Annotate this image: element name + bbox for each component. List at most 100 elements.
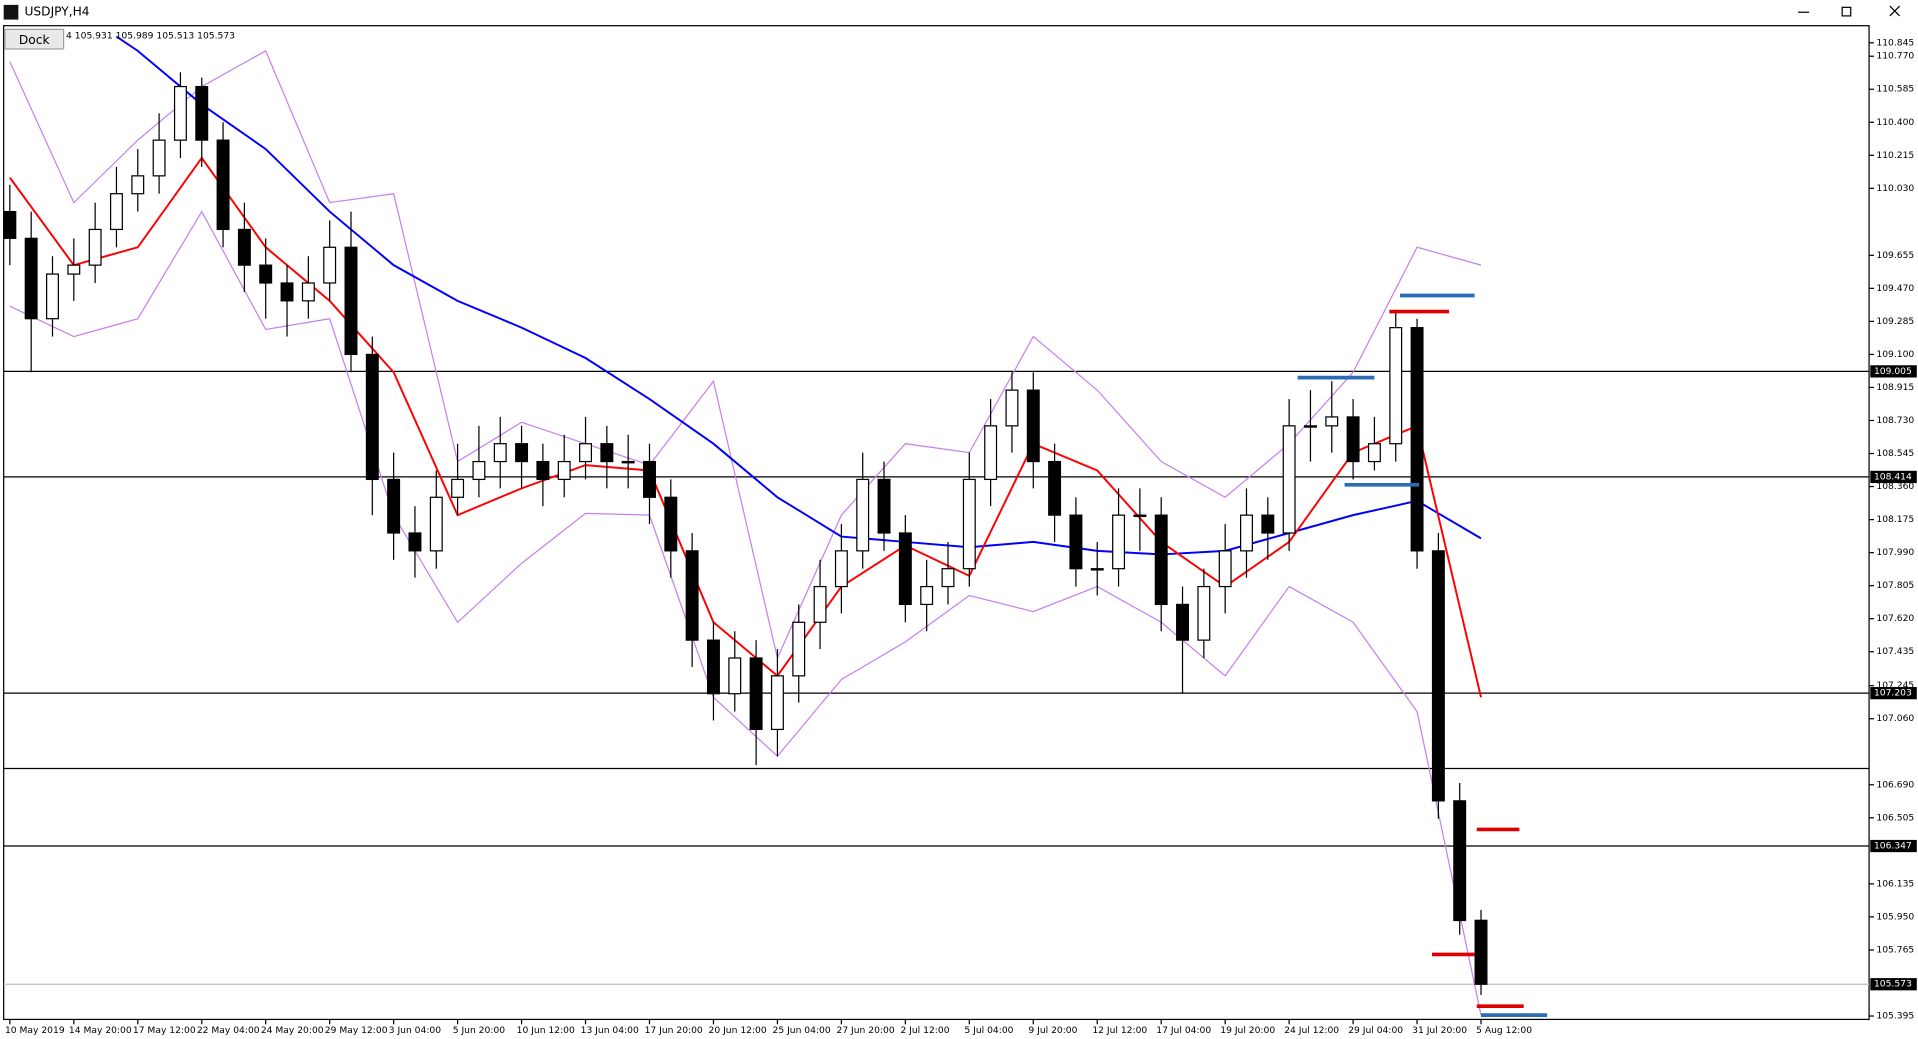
candle-body — [792, 621, 806, 677]
candle-body — [813, 585, 827, 623]
x-tick-label: 22 May 04:00 — [197, 1025, 260, 1036]
candle-body — [88, 228, 102, 266]
x-tick-label: 31 Jul 20:00 — [1412, 1025, 1467, 1036]
candle-body — [1005, 389, 1019, 427]
candle-body — [408, 532, 422, 552]
candle-body — [344, 246, 358, 356]
price-level-label: 105.573 — [1874, 979, 1912, 990]
candle-body — [643, 460, 656, 498]
candle-body — [1048, 460, 1062, 516]
candle-body — [301, 282, 315, 302]
x-tick-label: 9 Jul 20:00 — [1028, 1025, 1077, 1036]
candle-body — [131, 175, 145, 195]
candle-body — [67, 264, 81, 275]
y-tick-label: 109.470 — [1876, 283, 1914, 294]
ohlc-high: 105.989 — [116, 30, 154, 41]
candle-body — [472, 460, 486, 481]
y-tick-label: 110.845 — [1876, 37, 1914, 48]
x-tick-label: 19 Jul 20:00 — [1220, 1025, 1275, 1036]
price-level-tag — [1870, 978, 1917, 991]
candle-body — [1112, 514, 1126, 570]
candle-body — [1453, 800, 1467, 922]
y-tick-label: 109.100 — [1876, 349, 1914, 360]
price-level-tag — [1870, 470, 1917, 484]
x-tick-label: 17 Jun 20:00 — [645, 1025, 703, 1036]
candle-body — [664, 496, 678, 552]
candle-body — [3, 210, 17, 239]
candle-body — [621, 460, 635, 464]
y-tick-label: 107.990 — [1876, 547, 1914, 558]
y-tick-label: 107.245 — [1876, 680, 1914, 691]
candle-body — [365, 353, 379, 481]
x-tick-label: 12 Jul 12:00 — [1092, 1025, 1147, 1036]
indicator-line — [9, 49, 1482, 660]
price-level-tag — [1870, 365, 1917, 378]
x-tick-label: 13 Jun 04:00 — [581, 1025, 639, 1036]
candle-body — [1197, 585, 1211, 641]
candle-body — [557, 460, 571, 481]
candle-body — [237, 228, 251, 266]
candle-body — [1026, 389, 1040, 463]
y-tick-label: 110.215 — [1876, 150, 1914, 161]
candle-body — [770, 675, 784, 731]
candle-body — [387, 478, 401, 534]
indicator-line — [9, 156, 1482, 698]
y-tick-label: 110.400 — [1876, 117, 1914, 128]
candle-body — [1261, 514, 1275, 534]
candle-body — [451, 478, 465, 498]
price-level-tag — [1870, 687, 1917, 700]
candle-body — [1090, 568, 1104, 571]
candle-body — [1282, 425, 1296, 534]
candle-body — [280, 282, 294, 302]
x-tick-label: 29 Jul 04:00 — [1348, 1025, 1403, 1036]
candle-body — [749, 657, 763, 731]
x-tick-label: 20 Jun 12:00 — [709, 1025, 767, 1036]
candle-body — [1154, 514, 1168, 606]
y-tick-label: 108.915 — [1876, 382, 1914, 393]
candle-body — [1367, 443, 1381, 463]
x-tick-label: 29 May 12:00 — [325, 1025, 388, 1036]
restore-button[interactable] — [1841, 6, 1852, 17]
price-level-label: 107.203 — [1874, 688, 1912, 699]
x-tick-label: 14 May 20:00 — [69, 1025, 132, 1036]
dock-button[interactable] — [4, 28, 65, 50]
candle-body — [46, 273, 59, 320]
window-title: USDJPY,H4 — [24, 5, 89, 19]
x-tick-label: 25 Jun 04:00 — [773, 1025, 831, 1036]
indicator-line — [9, 210, 1482, 1016]
y-tick-label: 108.730 — [1876, 415, 1914, 426]
x-tick-label: 17 May 12:00 — [133, 1025, 196, 1036]
candle-body — [259, 264, 273, 284]
candle-body — [920, 585, 934, 606]
candle-body — [706, 639, 720, 695]
ohlc-open: 105.931 — [75, 30, 113, 41]
candle-body — [323, 246, 337, 284]
y-tick-label: 110.030 — [1876, 183, 1914, 194]
x-tick-label: 24 Jul 12:00 — [1284, 1025, 1339, 1036]
y-tick-label: 106.690 — [1876, 779, 1914, 790]
close-button[interactable] — [1889, 5, 1901, 17]
x-tick-label: 5 Jun 20:00 — [453, 1025, 506, 1036]
y-tick-label: 108.545 — [1876, 448, 1914, 459]
y-tick-label: 105.395 — [1876, 1011, 1914, 1022]
candle-body — [109, 193, 123, 231]
candle-body — [834, 550, 848, 588]
app-icon — [3, 4, 19, 20]
price-level-label: 108.414 — [1874, 471, 1912, 482]
candle-body — [1303, 425, 1317, 428]
candle-body — [728, 657, 742, 695]
candle-body — [1325, 416, 1339, 427]
candle-body — [216, 139, 230, 231]
y-tick-label: 107.620 — [1876, 613, 1914, 624]
y-tick-label: 108.175 — [1876, 514, 1914, 525]
y-tick-label: 107.060 — [1876, 713, 1914, 724]
dock-button-label[interactable]: Dock — [19, 33, 51, 47]
ohlc-header: 4 105.931 105.989 105.513 105.573 — [66, 30, 235, 41]
candle-body — [984, 425, 998, 481]
candle-body — [962, 478, 976, 570]
price-level-tag — [1870, 839, 1917, 853]
candle-body — [24, 237, 38, 320]
x-tick-label: 10 May 2019 — [5, 1025, 65, 1036]
ohlc-low: 105.513 — [156, 30, 194, 41]
